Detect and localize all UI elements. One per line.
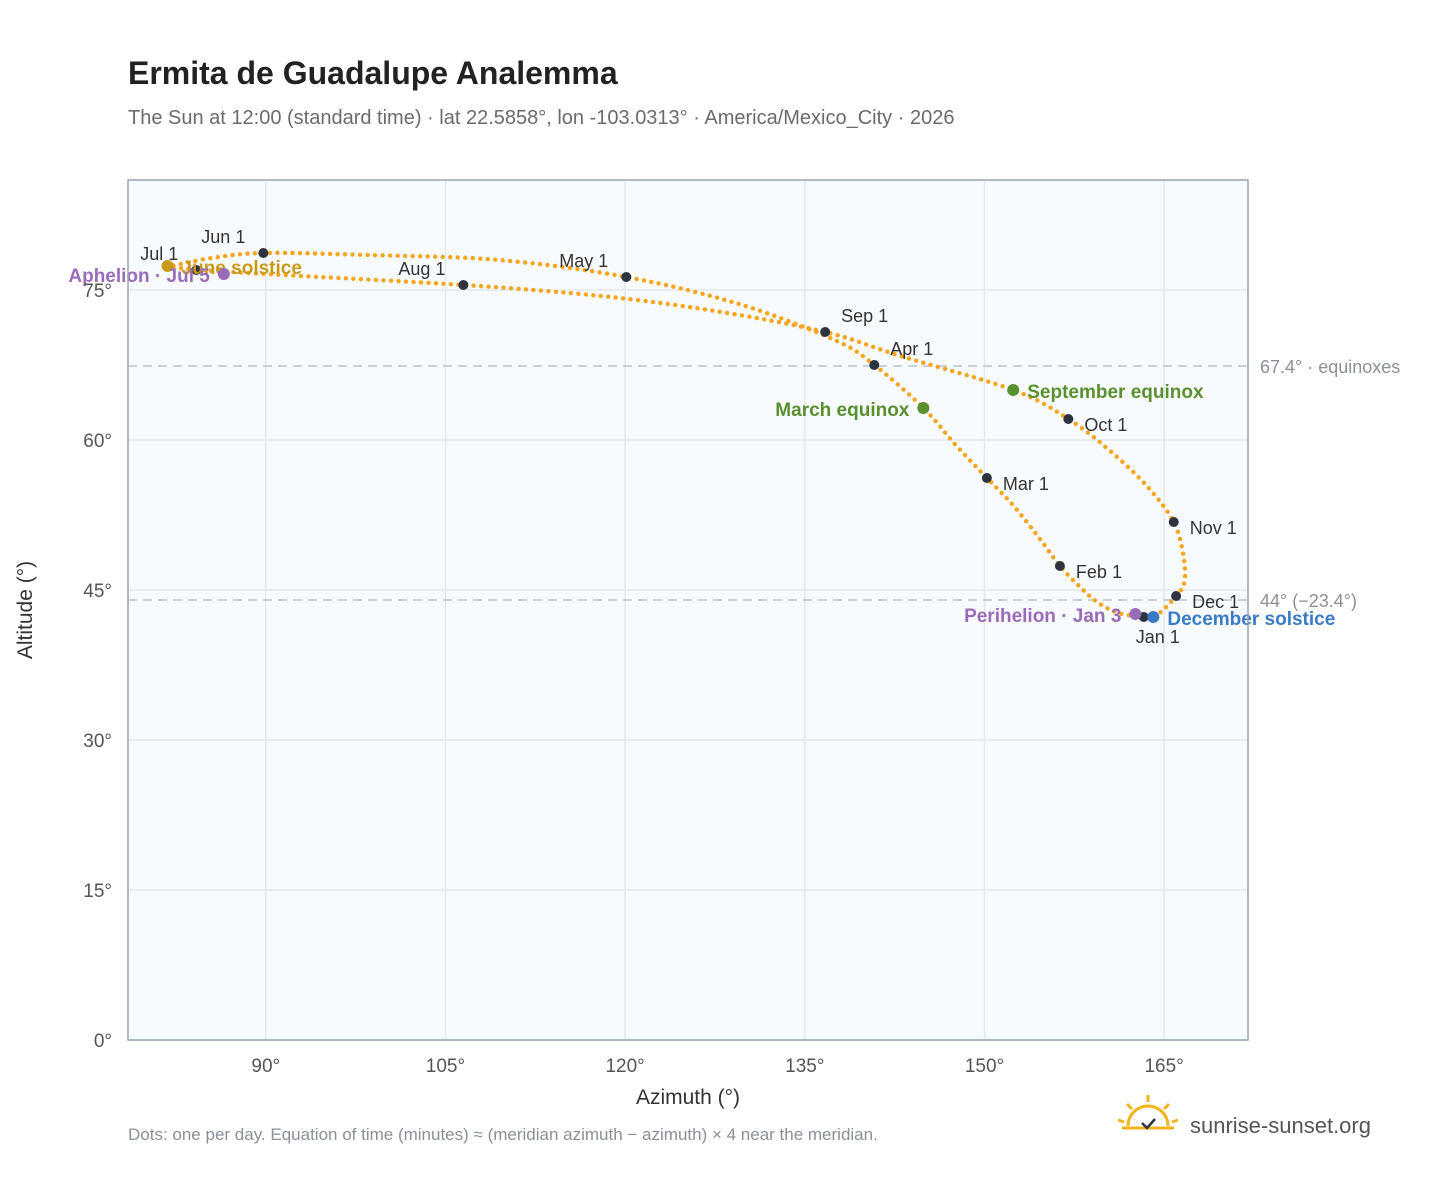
month-markers: Jan 1 Feb 1 Mar 1 Apr 1 May 1 Jun 1 Jul 1 Aug 1… — [140, 227, 1239, 647]
month-label: Nov 1 — [1190, 518, 1237, 538]
month-marker — [1054, 561, 1065, 571]
event-marker — [217, 268, 230, 280]
month-marker — [1171, 591, 1182, 601]
x-tick-label: 165° — [1144, 1056, 1183, 1077]
month-marker — [1063, 414, 1074, 424]
x-tick-label: 150° — [965, 1056, 1004, 1077]
month-label: Apr 1 — [890, 339, 933, 359]
month-label: Feb 1 — [1076, 562, 1122, 582]
axis-ticks: 90° 105° 120° 135° 150° 165° 0° 15° 30° 45° 60° 75° — [83, 281, 1184, 1077]
x-tick-label: 105° — [426, 1056, 465, 1077]
event-marker — [917, 402, 930, 414]
y-tick-label: 0° — [94, 1031, 112, 1052]
month-label: May 1 — [559, 251, 608, 271]
month-marker — [621, 272, 632, 282]
month-label: Jul 1 — [140, 244, 178, 264]
event-marker — [1129, 608, 1142, 620]
y-tick-label: 60° — [83, 431, 112, 452]
month-marker — [1168, 517, 1179, 527]
footnote: Dots: one per day. Equation of time (min… — [128, 1125, 878, 1144]
y-axis-title: Altitude (°) — [14, 561, 37, 659]
event-label: June solstice — [182, 258, 302, 279]
event-marker — [1007, 384, 1020, 396]
month-label: Jun 1 — [201, 227, 245, 247]
month-label: Sep 1 — [841, 306, 888, 326]
y-tick-label: 75° — [83, 281, 112, 302]
x-tick-label: 120° — [605, 1056, 644, 1077]
event-label: March equinox — [775, 400, 910, 421]
y-tick-label: 30° — [83, 731, 112, 752]
month-marker — [981, 473, 992, 483]
chart-title: Ermita de Guadalupe Analemma — [128, 55, 618, 91]
event-label: September equinox — [1027, 382, 1204, 403]
x-tick-label: 135° — [785, 1056, 824, 1077]
reference-label: 67.4° · equinoxes — [1260, 357, 1400, 377]
month-label: Mar 1 — [1003, 474, 1049, 494]
x-axis-title: Azimuth (°) — [636, 1086, 740, 1109]
month-label: Jan 1 — [1136, 627, 1180, 647]
plot-area — [128, 180, 1248, 1040]
event-label: December solstice — [1167, 609, 1335, 630]
month-label: Dec 1 — [1192, 592, 1239, 612]
month-marker — [191, 265, 202, 275]
brand-logo[interactable]: sunrise-sunset.org — [1117, 1095, 1371, 1138]
y-tick-label: 15° — [83, 881, 112, 902]
event-marker — [1147, 611, 1160, 623]
chart-subtitle: The Sun at 12:00 (standard time) · lat 2… — [128, 107, 954, 129]
x-tick-label: 90° — [251, 1056, 280, 1077]
reference-lines: 67.4° · equinoxes 44° (−23.4°) — [128, 357, 1400, 611]
month-label: Aug 1 — [398, 259, 445, 279]
event-label: Aphelion · Jul 5 — [68, 266, 210, 287]
plot-frame — [127, 179, 1249, 1041]
brand-name: sunrise-sunset.org — [1190, 1113, 1371, 1138]
month-marker — [820, 327, 831, 337]
y-tick-label: 45° — [83, 581, 112, 602]
reference-label: 44° (−23.4°) — [1260, 591, 1357, 611]
month-marker — [258, 248, 269, 258]
month-label: Oct 1 — [1084, 415, 1127, 435]
event-marker — [161, 260, 174, 272]
month-marker — [458, 280, 469, 290]
grid — [128, 180, 1248, 1041]
sun-check-icon — [1117, 1095, 1179, 1130]
month-marker — [869, 360, 880, 370]
event-label: Perihelion · Jan 3 — [964, 606, 1121, 627]
